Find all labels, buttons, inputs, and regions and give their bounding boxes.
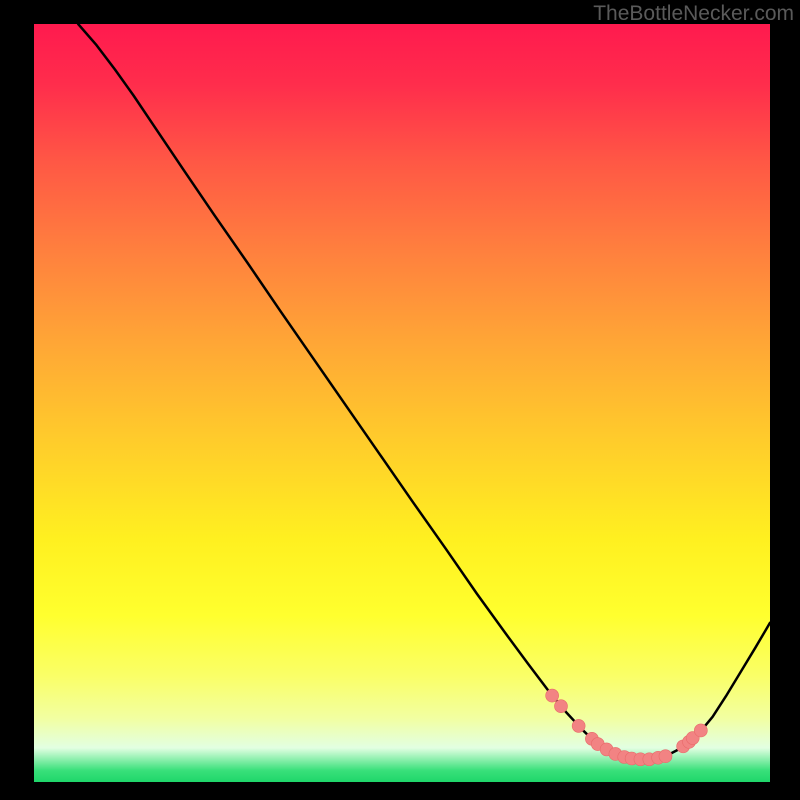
watermark-text: TheBottleNecker.com bbox=[593, 2, 794, 26]
bottleneck-curve bbox=[78, 24, 770, 759]
marker-point bbox=[554, 700, 567, 713]
marker-point bbox=[546, 689, 559, 702]
chart-overlay bbox=[34, 24, 770, 782]
marker-point bbox=[572, 719, 585, 732]
marker-point bbox=[694, 724, 707, 737]
chart-canvas: TheBottleNecker.com bbox=[0, 0, 800, 800]
plot-area bbox=[34, 24, 770, 782]
marker-point bbox=[659, 750, 672, 763]
marker-group bbox=[546, 689, 708, 766]
